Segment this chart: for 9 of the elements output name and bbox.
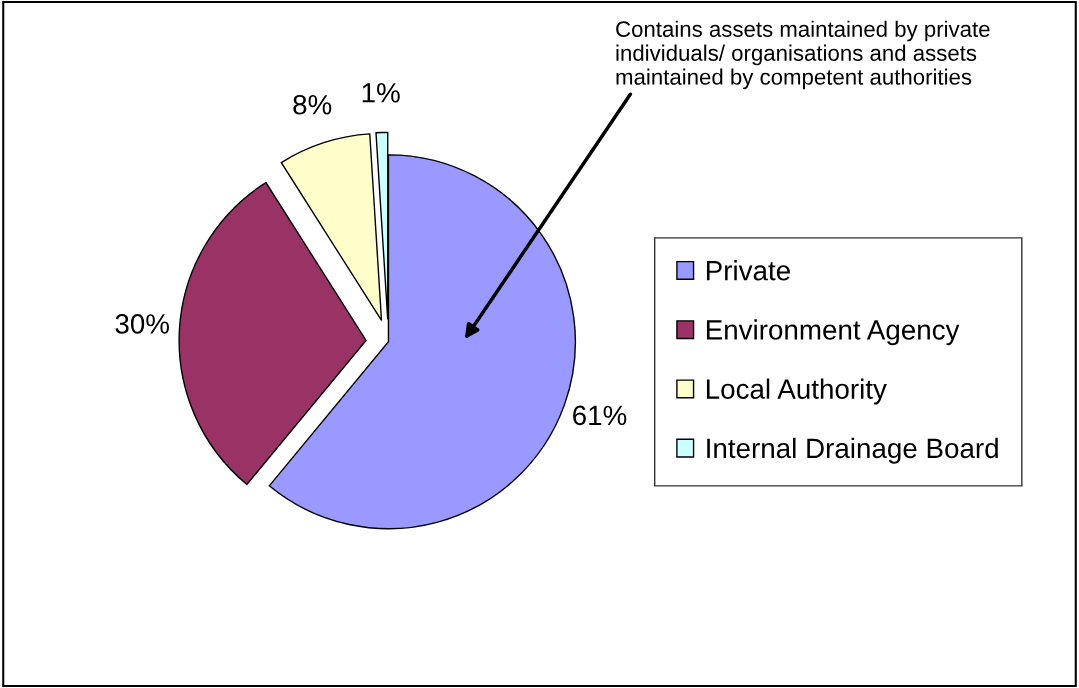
legend-label: Internal Drainage Board xyxy=(707,437,998,464)
data-label: 8% xyxy=(293,94,332,115)
legend-label: Local Authority xyxy=(706,378,887,405)
data-label: 30% xyxy=(115,314,169,334)
legend-label: Environment Agency xyxy=(706,319,960,346)
data-label: 61% xyxy=(573,405,627,426)
legend-label: Private xyxy=(706,260,790,281)
data-label: 1% xyxy=(362,83,400,103)
text: Contains assets maintained by private individuals/ organisations and assets maintained by competent authorities xyxy=(616,20,990,90)
